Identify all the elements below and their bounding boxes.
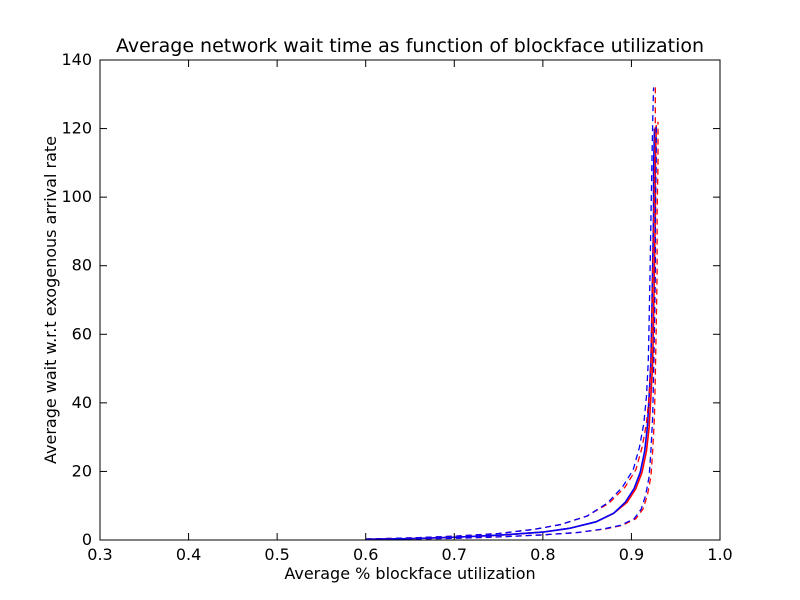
series-line-5-dashed [365,125,657,541]
y-tick-label: 100 [61,187,92,206]
x-axis-title: Average % blockface utilization [284,564,535,583]
y-axis-title: Average wait w.r.t exogenous arrival rat… [41,136,60,464]
series-line-0-solid [365,125,658,541]
y-tick-label: 80 [72,256,92,275]
y-tick-label: 120 [61,119,92,138]
x-tick-label: 0.4 [176,545,201,564]
x-tick-label: 0.3 [87,545,112,564]
series-line-4-dashed [365,121,659,541]
chart-title: Average network wait time as function of… [116,35,704,57]
x-tick-label: 0.6 [353,545,378,564]
x-tick-label: 0.5 [264,545,289,564]
tick-layer: 0.3 0.4 0.5 0.6 0.7 0.8 0.9 1.0 0 20 40 60 80 100 120 1… [61,50,732,564]
y-tick-label: 140 [61,50,92,69]
series-line-1-solid [365,128,656,541]
x-tick-label: 0.8 [530,545,555,564]
series-line-3-dashed [365,87,655,540]
x-tick-label: 0.7 [442,545,467,564]
x-tick-label: 0.9 [619,545,644,564]
y-tick-label: 60 [72,324,92,343]
series-line-2-dashed [365,87,656,540]
series-layer [365,87,659,541]
y-tick-label: 20 [72,461,92,480]
x-tick-label: 1.0 [707,545,732,564]
y-tick-label: 40 [72,393,92,412]
y-tick-label: 0 [82,530,92,549]
plot-frame [99,59,721,541]
